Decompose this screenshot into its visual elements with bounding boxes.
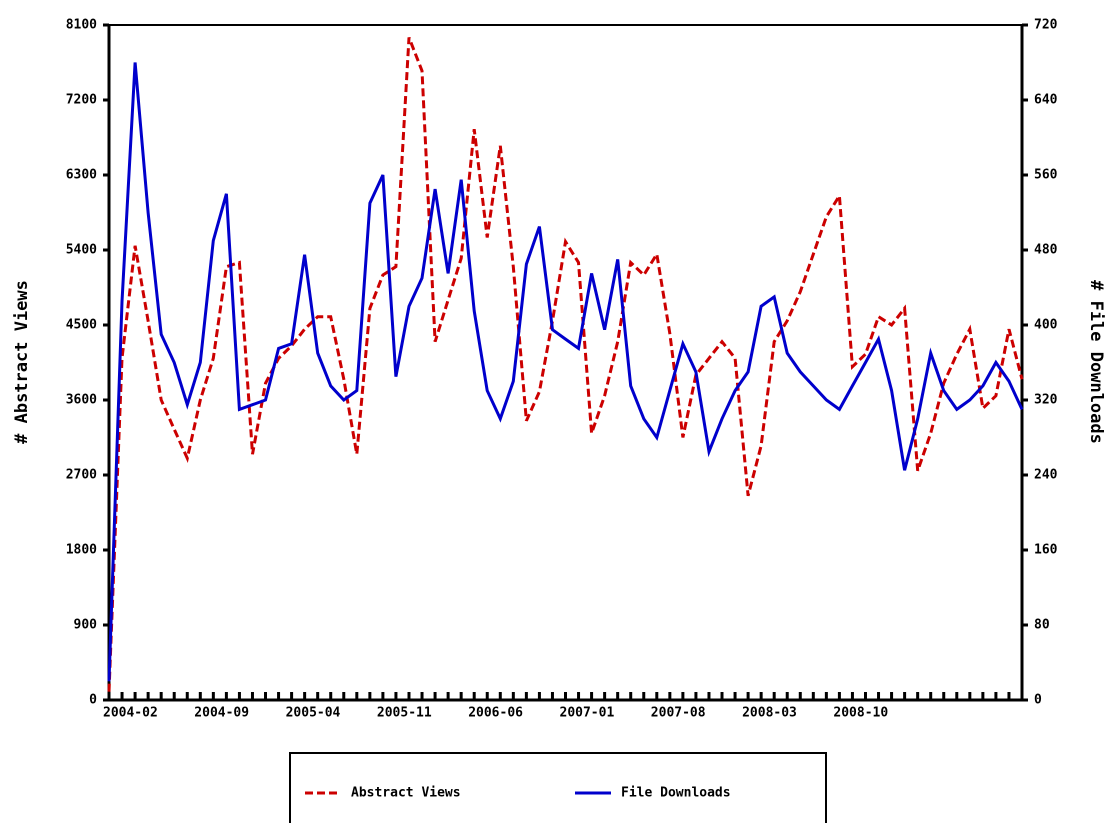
y2-tick-label: 80 bbox=[1034, 618, 1050, 633]
legend-label: Abstract Views bbox=[351, 786, 461, 801]
x-tick-label: 2007-01 bbox=[560, 706, 615, 721]
y-tick-label: 3600 bbox=[66, 393, 97, 408]
legend-label: File Downloads bbox=[621, 786, 731, 801]
x-tick-label: 2008-10 bbox=[833, 706, 888, 721]
y-tick-label: 0 bbox=[89, 693, 97, 708]
x-tick-label: 2006-06 bbox=[468, 706, 523, 721]
y2-tick-label: 160 bbox=[1034, 543, 1058, 558]
legend-box bbox=[289, 752, 827, 823]
y-tick-label: 7200 bbox=[66, 93, 97, 108]
y2-tick-label: 320 bbox=[1034, 393, 1058, 408]
y-tick-label: 5400 bbox=[66, 243, 97, 258]
y-tick-label: 4500 bbox=[66, 318, 97, 333]
x-tick-label: 2004-02 bbox=[103, 706, 158, 721]
x-tick-label: 2007-08 bbox=[651, 706, 706, 721]
y2-tick-label: 480 bbox=[1034, 243, 1058, 258]
y2-axis-title: # File Downloads bbox=[1086, 280, 1106, 444]
y2-tick-label: 240 bbox=[1034, 468, 1058, 483]
y-tick-label: 8100 bbox=[66, 18, 97, 33]
y2-tick-label: 0 bbox=[1034, 693, 1042, 708]
y2-tick-label: 560 bbox=[1034, 168, 1058, 183]
x-tick-label: 2005-11 bbox=[377, 706, 432, 721]
series-line bbox=[107, 36, 1024, 692]
series-line bbox=[107, 62, 1024, 682]
y2-tick-label: 720 bbox=[1034, 18, 1058, 33]
y-axis-title: # Abstract Views bbox=[12, 280, 32, 444]
y-tick-label: 1800 bbox=[66, 543, 97, 558]
x-tick-label: 2008-03 bbox=[742, 706, 797, 721]
y-tick-label: 900 bbox=[74, 618, 98, 633]
y2-tick-label: 640 bbox=[1034, 93, 1058, 108]
x-tick-label: 2004-09 bbox=[194, 706, 249, 721]
y-tick-label: 2700 bbox=[66, 468, 97, 483]
x-tick-label: 2005-04 bbox=[286, 706, 341, 721]
y-tick-label: 6300 bbox=[66, 168, 97, 183]
y2-tick-label: 400 bbox=[1034, 318, 1058, 333]
